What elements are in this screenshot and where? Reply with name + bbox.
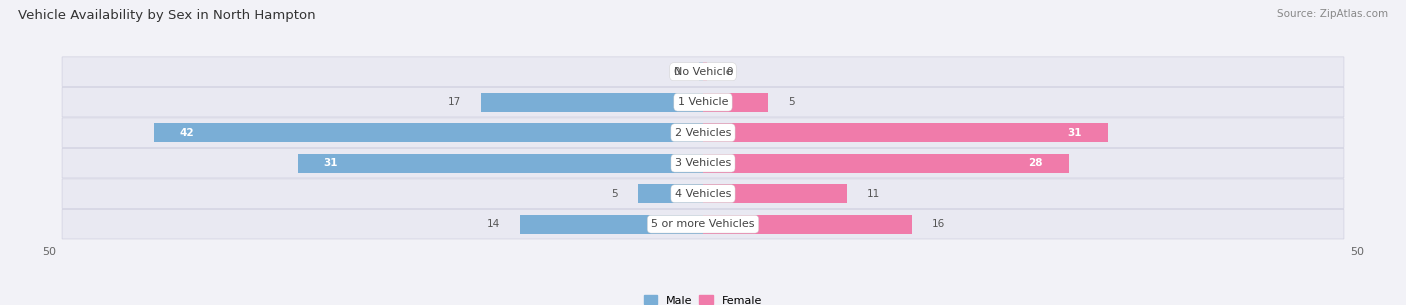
FancyBboxPatch shape	[62, 88, 1344, 117]
Text: 31: 31	[1067, 128, 1083, 138]
Text: 17: 17	[449, 97, 461, 107]
Bar	[703, 184, 846, 203]
Text: 28: 28	[1028, 158, 1043, 168]
Bar	[153, 123, 703, 142]
Bar	[703, 215, 912, 234]
Text: 5: 5	[612, 189, 619, 199]
Text: 5 or more Vehicles: 5 or more Vehicles	[651, 219, 755, 229]
Text: Vehicle Availability by Sex in North Hampton: Vehicle Availability by Sex in North Ham…	[18, 9, 316, 22]
Text: 5: 5	[787, 97, 794, 107]
Text: 4 Vehicles: 4 Vehicles	[675, 189, 731, 199]
Text: 16: 16	[932, 219, 945, 229]
FancyBboxPatch shape	[62, 179, 1344, 209]
Text: 2 Vehicles: 2 Vehicles	[675, 128, 731, 138]
FancyBboxPatch shape	[62, 148, 1344, 178]
Bar	[699, 62, 703, 81]
Bar	[703, 93, 768, 112]
Bar	[703, 154, 1069, 173]
Bar	[481, 93, 703, 112]
Bar	[520, 215, 703, 234]
Text: 0: 0	[673, 67, 679, 77]
Text: 11: 11	[866, 189, 880, 199]
FancyBboxPatch shape	[62, 118, 1344, 148]
Bar	[298, 154, 703, 173]
Text: Source: ZipAtlas.com: Source: ZipAtlas.com	[1277, 9, 1388, 19]
Bar	[703, 62, 707, 81]
Bar	[703, 123, 1108, 142]
Legend: Male, Female: Male, Female	[644, 295, 762, 305]
Text: No Vehicle: No Vehicle	[673, 67, 733, 77]
FancyBboxPatch shape	[62, 57, 1344, 87]
Text: 1 Vehicle: 1 Vehicle	[678, 97, 728, 107]
Text: 14: 14	[486, 219, 501, 229]
Text: 42: 42	[180, 128, 194, 138]
Text: 0: 0	[727, 67, 733, 77]
FancyBboxPatch shape	[62, 209, 1344, 239]
Text: 3 Vehicles: 3 Vehicles	[675, 158, 731, 168]
Text: 31: 31	[323, 158, 339, 168]
Bar	[638, 184, 703, 203]
